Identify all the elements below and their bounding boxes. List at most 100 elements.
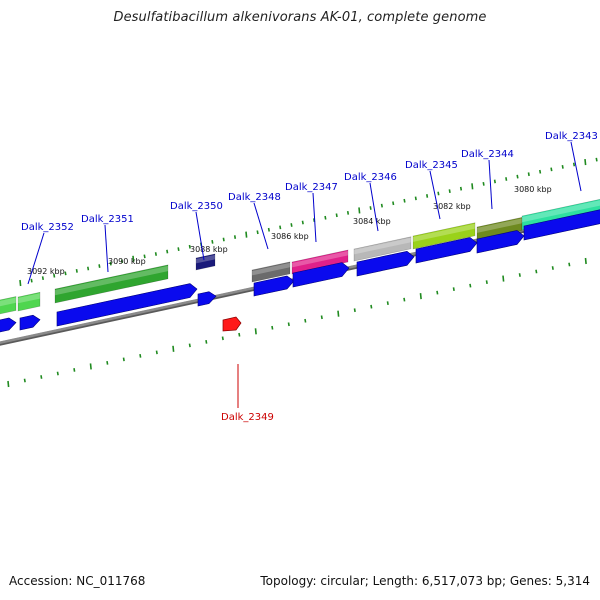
minor-tick [518, 273, 521, 277]
gene-block-dalk_2345-shine [413, 223, 475, 242]
major-tick [254, 328, 257, 335]
minor-tick [535, 269, 538, 274]
gene-label-dalk_2351[interactable]: Dalk_2351 [81, 214, 134, 225]
leader-line [369, 182, 379, 232]
minor-tick [64, 271, 67, 276]
cds-arrow [19, 314, 41, 331]
minor-tick [551, 266, 554, 270]
minor-tick [403, 198, 406, 203]
gene-label-dalk_2352[interactable]: Dalk_2352 [21, 222, 74, 233]
gene-label-dalk_2349[interactable]: Dalk_2349 [221, 412, 274, 423]
leader-line [488, 159, 493, 210]
gene-block-dalk_2350-shine [196, 254, 215, 264]
minor-tick [595, 157, 598, 162]
minor-tick [267, 227, 270, 232]
minor-tick [469, 283, 472, 288]
gene-block-dalk_2352 [0, 296, 17, 315]
gene-label-dalk_2350[interactable]: Dalk_2350 [170, 201, 223, 212]
minor-tick [109, 261, 112, 266]
minor-tick [539, 169, 542, 174]
cds-arrow [476, 230, 525, 254]
accession-text: Accession: NC_011768 [9, 574, 146, 588]
minor-tick [550, 167, 553, 172]
gene-block-dalk_2347-shine [292, 251, 348, 268]
minor-tick [106, 361, 109, 365]
leader-line [104, 224, 109, 273]
minor-tick [436, 290, 439, 295]
gene-block-dalk_2344 [476, 216, 523, 241]
tick-label: 3088 kbp [190, 245, 228, 254]
minor-tick [238, 332, 241, 337]
minor-tick [87, 266, 90, 271]
tick-label: 3090 kbp [108, 257, 146, 266]
gene-label-dalk_2347[interactable]: Dalk_2347 [285, 182, 338, 193]
minor-tick [353, 308, 356, 313]
minor-tick [369, 206, 372, 210]
forward-tick-row [19, 157, 598, 287]
reverse-tick-row [7, 257, 587, 388]
minor-tick [143, 254, 146, 259]
minor-tick [426, 194, 429, 198]
major-tick [358, 207, 361, 214]
topology-text: Topology: circular; Length: 6,517,073 bp… [260, 574, 590, 588]
minor-tick [324, 215, 327, 220]
minor-tick [40, 375, 43, 379]
minor-tick [154, 252, 157, 256]
major-tick [584, 159, 587, 166]
minor-tick [414, 196, 417, 201]
minor-tick [335, 213, 338, 218]
leader-line [27, 232, 45, 285]
minor-tick [485, 280, 488, 284]
gene-block-dalk_2346 [353, 236, 412, 262]
minor-tick [482, 181, 485, 186]
minor-tick [211, 240, 214, 244]
gene-block-dalk_2343-shine [522, 200, 600, 223]
major-tick [584, 257, 587, 265]
tick-label: 3080 kbp [514, 185, 552, 194]
minor-tick [188, 343, 191, 348]
minor-tick [380, 203, 383, 208]
minor-tick [568, 262, 571, 267]
cds-arrow [415, 237, 478, 264]
major-tick [337, 310, 340, 317]
minor-tick [120, 259, 124, 264]
major-tick [132, 255, 135, 262]
gene-block-dalk_2347 [291, 249, 349, 275]
minor-tick [370, 304, 373, 309]
minor-tick [301, 220, 304, 225]
tick-label: 3084 kbp [353, 217, 391, 226]
gene-label-dalk_2346[interactable]: Dalk_2346 [344, 172, 397, 183]
major-tick [245, 231, 248, 238]
tick-label: 3082 kbp [433, 202, 471, 211]
gene-block-dalk_2344-shine [477, 218, 522, 233]
page-title: Desulfatibacillum alkenivorans AK-01, co… [113, 10, 487, 25]
minor-tick [177, 247, 180, 252]
minor-tick [166, 249, 169, 254]
cds-arrow [292, 262, 350, 288]
gene-block-dalk_2349 [222, 316, 242, 332]
gene-label-dalk_2343[interactable]: Dalk_2343 [545, 131, 598, 142]
gene-block-dalk_2348-shine [252, 262, 290, 276]
tick-label: 3092 kbp [27, 267, 65, 276]
major-tick [471, 183, 474, 190]
minor-tick [392, 201, 395, 206]
leader-line [429, 170, 441, 220]
leader-line [253, 202, 269, 250]
gene-block-dalk_2348 [251, 261, 291, 283]
minor-tick [527, 172, 530, 177]
cds-arrow [56, 283, 198, 327]
gene-label-dalk_2348[interactable]: Dalk_2348 [228, 192, 281, 203]
tick-label: 3086 kbp [271, 232, 309, 241]
leader-line [195, 211, 205, 261]
minor-tick [122, 357, 125, 362]
minor-tick [222, 237, 225, 242]
major-tick [419, 293, 422, 300]
major-tick [502, 275, 505, 282]
minor-tick [56, 371, 59, 376]
minor-tick [437, 191, 440, 196]
minor-tick [403, 297, 406, 302]
gene-label-dalk_2345[interactable]: Dalk_2345 [405, 160, 458, 171]
gene-label-dalk_2344[interactable]: Dalk_2344 [461, 149, 514, 160]
minor-tick [320, 315, 323, 320]
minor-tick [139, 353, 142, 358]
